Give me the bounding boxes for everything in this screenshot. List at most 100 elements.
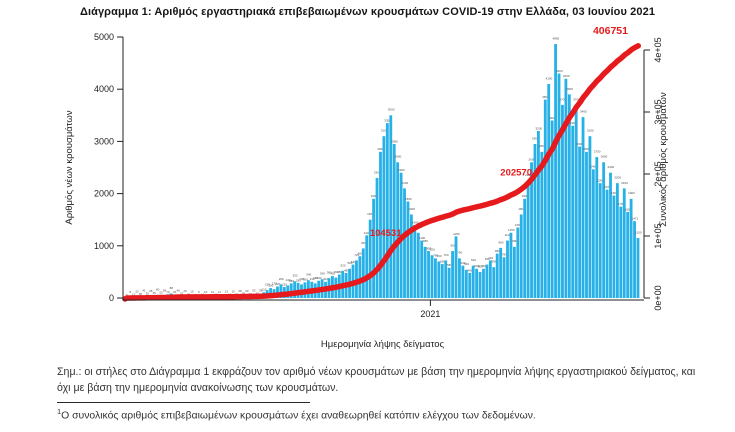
svg-text:110: 110 <box>262 288 267 292</box>
svg-text:11: 11 <box>218 290 221 294</box>
svg-text:330: 330 <box>316 276 321 280</box>
svg-text:38: 38 <box>259 288 263 292</box>
svg-text:3200: 3200 <box>535 126 542 130</box>
svg-text:45: 45 <box>153 291 157 295</box>
svg-text:35: 35 <box>242 292 246 296</box>
svg-text:540: 540 <box>464 262 469 266</box>
svg-text:2600: 2600 <box>529 158 536 162</box>
svg-text:1963: 1963 <box>611 191 618 195</box>
svg-text:210: 210 <box>282 282 287 286</box>
svg-text:38: 38 <box>163 288 167 292</box>
svg-text:Ημερομηνία λήψης δείγματος: Ημερομηνία λήψης δείγματος <box>321 339 445 350</box>
svg-text:760: 760 <box>457 251 462 255</box>
svg-text:4865: 4865 <box>553 36 560 40</box>
svg-text:1471: 1471 <box>632 217 639 221</box>
svg-text:3400: 3400 <box>549 116 556 120</box>
svg-text:5000: 5000 <box>94 32 114 42</box>
svg-text:1750: 1750 <box>618 202 625 206</box>
svg-text:640: 640 <box>485 257 490 261</box>
svg-text:10: 10 <box>204 290 208 294</box>
svg-text:1900: 1900 <box>371 194 378 198</box>
svg-text:220: 220 <box>275 282 280 286</box>
svg-text:4000: 4000 <box>94 84 114 94</box>
svg-text:30: 30 <box>245 289 249 293</box>
svg-text:33: 33 <box>252 289 256 293</box>
svg-text:3000: 3000 <box>94 136 114 146</box>
svg-text:15: 15 <box>231 290 235 294</box>
svg-text:280: 280 <box>289 279 294 283</box>
svg-text:2100: 2100 <box>401 181 408 185</box>
svg-text:310: 310 <box>310 277 315 281</box>
svg-text:900: 900 <box>450 243 455 247</box>
svg-text:22: 22 <box>135 289 139 293</box>
svg-text:560: 560 <box>474 264 479 268</box>
svg-text:170: 170 <box>272 282 277 286</box>
footnote: 1Ο συνολικός αριθμός επιβεβαιωμένων κρου… <box>57 405 709 422</box>
svg-text:720: 720 <box>488 256 493 260</box>
svg-text:590: 590 <box>492 260 497 264</box>
svg-text:720: 720 <box>354 253 359 257</box>
svg-text:2075: 2075 <box>604 185 611 189</box>
svg-text:980: 980 <box>512 239 517 243</box>
svg-text:2e+05: 2e+05 <box>653 161 663 186</box>
svg-text:800: 800 <box>358 252 363 256</box>
svg-text:3100: 3100 <box>381 129 388 133</box>
svg-text:1600: 1600 <box>518 207 525 211</box>
svg-text:2800: 2800 <box>539 144 546 148</box>
svg-text:2800: 2800 <box>377 147 384 151</box>
svg-text:0e+00: 0e+00 <box>653 285 663 310</box>
svg-text:2950: 2950 <box>391 139 398 143</box>
svg-text:520: 520 <box>341 263 346 267</box>
svg-text:3700: 3700 <box>573 97 580 101</box>
svg-text:41: 41 <box>142 288 146 292</box>
svg-text:280: 280 <box>313 276 318 280</box>
svg-text:2400: 2400 <box>398 168 405 172</box>
svg-text:406751: 406751 <box>593 25 628 37</box>
svg-text:1650: 1650 <box>625 207 632 211</box>
svg-text:4200: 4200 <box>563 74 570 78</box>
svg-text:390: 390 <box>334 270 339 274</box>
svg-text:2300: 2300 <box>374 170 381 174</box>
svg-text:420: 420 <box>330 271 335 275</box>
svg-text:560: 560 <box>347 261 352 265</box>
svg-text:640: 640 <box>351 260 356 264</box>
svg-text:320: 320 <box>292 274 297 278</box>
svg-text:580: 580 <box>447 263 452 267</box>
svg-text:4300: 4300 <box>556 69 563 73</box>
svg-text:2250: 2250 <box>525 173 532 177</box>
svg-text:40: 40 <box>256 291 260 295</box>
footnote-divider <box>57 402 310 403</box>
svg-text:1150: 1150 <box>635 230 642 234</box>
svg-text:15: 15 <box>190 290 194 294</box>
svg-text:2400: 2400 <box>607 165 614 169</box>
svg-text:3465: 3465 <box>580 110 587 114</box>
svg-text:290: 290 <box>296 278 301 282</box>
svg-text:3900: 3900 <box>566 87 573 91</box>
svg-text:2465: 2465 <box>590 165 597 169</box>
svg-text:2950: 2950 <box>532 136 539 140</box>
svg-text:2700: 2700 <box>594 149 601 153</box>
svg-text:900: 900 <box>426 246 431 250</box>
svg-text:104531: 104531 <box>370 228 402 239</box>
svg-text:70: 70 <box>166 290 170 294</box>
svg-text:2600: 2600 <box>395 155 402 159</box>
svg-text:2000: 2000 <box>94 189 114 199</box>
svg-text:28: 28 <box>149 289 153 293</box>
svg-text:760: 760 <box>433 254 438 258</box>
svg-text:1900: 1900 <box>522 194 529 198</box>
svg-text:3: 3 <box>126 293 128 297</box>
svg-text:202570: 202570 <box>500 167 532 178</box>
chart-note: Σημ.: οι στήλες στο Διάγραμμα 1 εκφράζου… <box>57 366 696 394</box>
svg-text:310: 310 <box>323 277 328 281</box>
svg-text:480: 480 <box>468 268 473 272</box>
svg-text:960: 960 <box>498 240 503 244</box>
svg-text:3e+05: 3e+05 <box>653 99 663 124</box>
svg-text:1e+05: 1e+05 <box>653 223 663 248</box>
svg-text:Αριθμός νέων κρουσμάτων: Αριθμός νέων κρουσμάτων <box>64 110 75 224</box>
svg-text:3350: 3350 <box>384 119 391 123</box>
svg-text:3300: 3300 <box>570 121 577 125</box>
svg-text:1000: 1000 <box>94 241 114 251</box>
svg-text:720: 720 <box>444 253 449 257</box>
svg-text:190: 190 <box>268 283 273 287</box>
